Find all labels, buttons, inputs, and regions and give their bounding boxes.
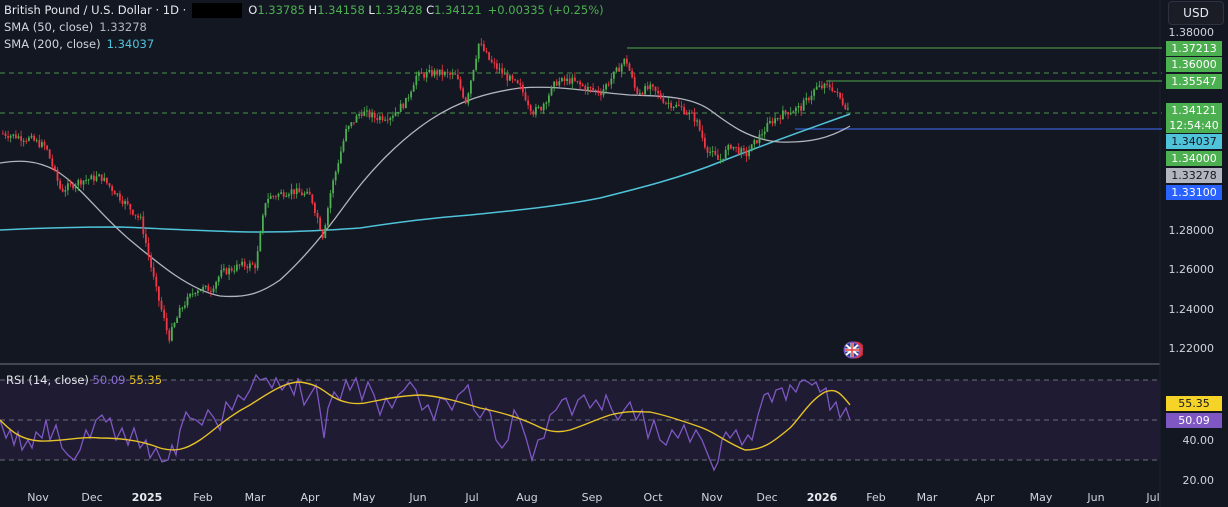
time-axis-label: Nov <box>27 491 49 504</box>
ohlc-values: O1.33785 H1.34158 L1.33428 C1.34121 <box>248 3 482 17</box>
time-axis-label: 2026 <box>806 491 838 504</box>
rsi-ma-line <box>0 381 851 451</box>
sma200-line <box>0 113 851 233</box>
sma50-tag: 1.33278 <box>1166 168 1222 183</box>
chart-legend: British Pound / U.S. Dollar · 1D · O1.33… <box>4 2 604 53</box>
level-tag-134000: 1.34000 <box>1166 151 1222 166</box>
level-tag-135547: 1.35547 <box>1166 74 1222 89</box>
time-axis-label: Oct <box>643 491 663 504</box>
symbol-title[interactable]: British Pound / U.S. Dollar · 1D · <box>4 3 187 17</box>
countdown-tag: 12:54:40 <box>1166 118 1222 133</box>
time-axis-label: Apr <box>300 491 320 504</box>
time-axis-label: Jun <box>409 491 427 504</box>
time-axis-label: Jul <box>465 491 479 504</box>
price-candles <box>2 38 849 344</box>
time-axis-label: 2025 <box>131 491 163 504</box>
price-tick: 1.38000 <box>1168 26 1215 39</box>
time-axis-label: Feb <box>866 491 886 504</box>
low-value: 1.33428 <box>374 3 423 17</box>
high-value: 1.34158 <box>317 3 365 17</box>
time-axis-label: Dec <box>756 491 778 504</box>
rsi-tick: 40.00 <box>1182 434 1215 447</box>
time-axis-label: May <box>1029 491 1053 504</box>
level-tag-136000: 1.36000 <box>1166 57 1222 72</box>
time-axis-label: Mar <box>244 491 266 504</box>
time-axis-label: May <box>352 491 376 504</box>
rsi-tick: 20.00 <box>1182 474 1215 487</box>
last-price-tag: 1.34121 <box>1166 103 1222 118</box>
time-axis-label: Apr <box>975 491 995 504</box>
time-axis-label: Feb <box>193 491 213 504</box>
price-tick: 1.26000 <box>1168 263 1215 276</box>
sma200-value: 1.34037 <box>106 37 155 51</box>
time-axis-label: Mar <box>916 491 938 504</box>
time-axis-label: Aug <box>516 491 538 504</box>
sma200-legend[interactable]: SMA (200, close) 1.34037 <box>4 37 155 51</box>
level-tag-133100: 1.33100 <box>1166 185 1222 200</box>
rsi-ma-tag: 55.35 <box>1166 396 1222 411</box>
sma50-value: 1.33278 <box>99 20 147 34</box>
price-tick: 1.24000 <box>1168 303 1215 316</box>
rsi-tag: 50.09 <box>1166 413 1222 428</box>
time-axis-label: Sep <box>581 491 603 504</box>
uk-flag-event-icon[interactable] <box>843 340 863 360</box>
rsi-ma-value: 55.35 <box>129 373 163 387</box>
time-axis-label: Jun <box>1087 491 1105 504</box>
sma50-legend[interactable]: SMA (50, close) 1.33278 <box>4 20 147 34</box>
sma200-tag: 1.34037 <box>1166 134 1222 149</box>
level-tag-137213: 1.37213 <box>1166 41 1222 56</box>
horizontal-levels[interactable] <box>0 47 1162 130</box>
rsi-legend[interactable]: RSI (14, close) 50.09 55.35 <box>6 373 163 387</box>
open-value: 1.33785 <box>257 3 305 17</box>
rsi-line <box>0 373 851 472</box>
time-axis-label: Jul <box>1146 491 1160 504</box>
currency-button[interactable]: USD <box>1168 1 1224 25</box>
price-tick: 1.22000 <box>1168 342 1215 355</box>
sma50-line <box>0 86 851 298</box>
price-tick: 1.28000 <box>1168 224 1215 237</box>
change-value: +0.00335 (+0.25%) <box>487 3 604 17</box>
redacted-block <box>192 3 243 18</box>
rsi-value: 50.09 <box>92 373 126 387</box>
time-axis-label: Nov <box>701 491 723 504</box>
time-axis-label: Dec <box>81 491 103 504</box>
close-value: 1.34121 <box>434 3 482 17</box>
